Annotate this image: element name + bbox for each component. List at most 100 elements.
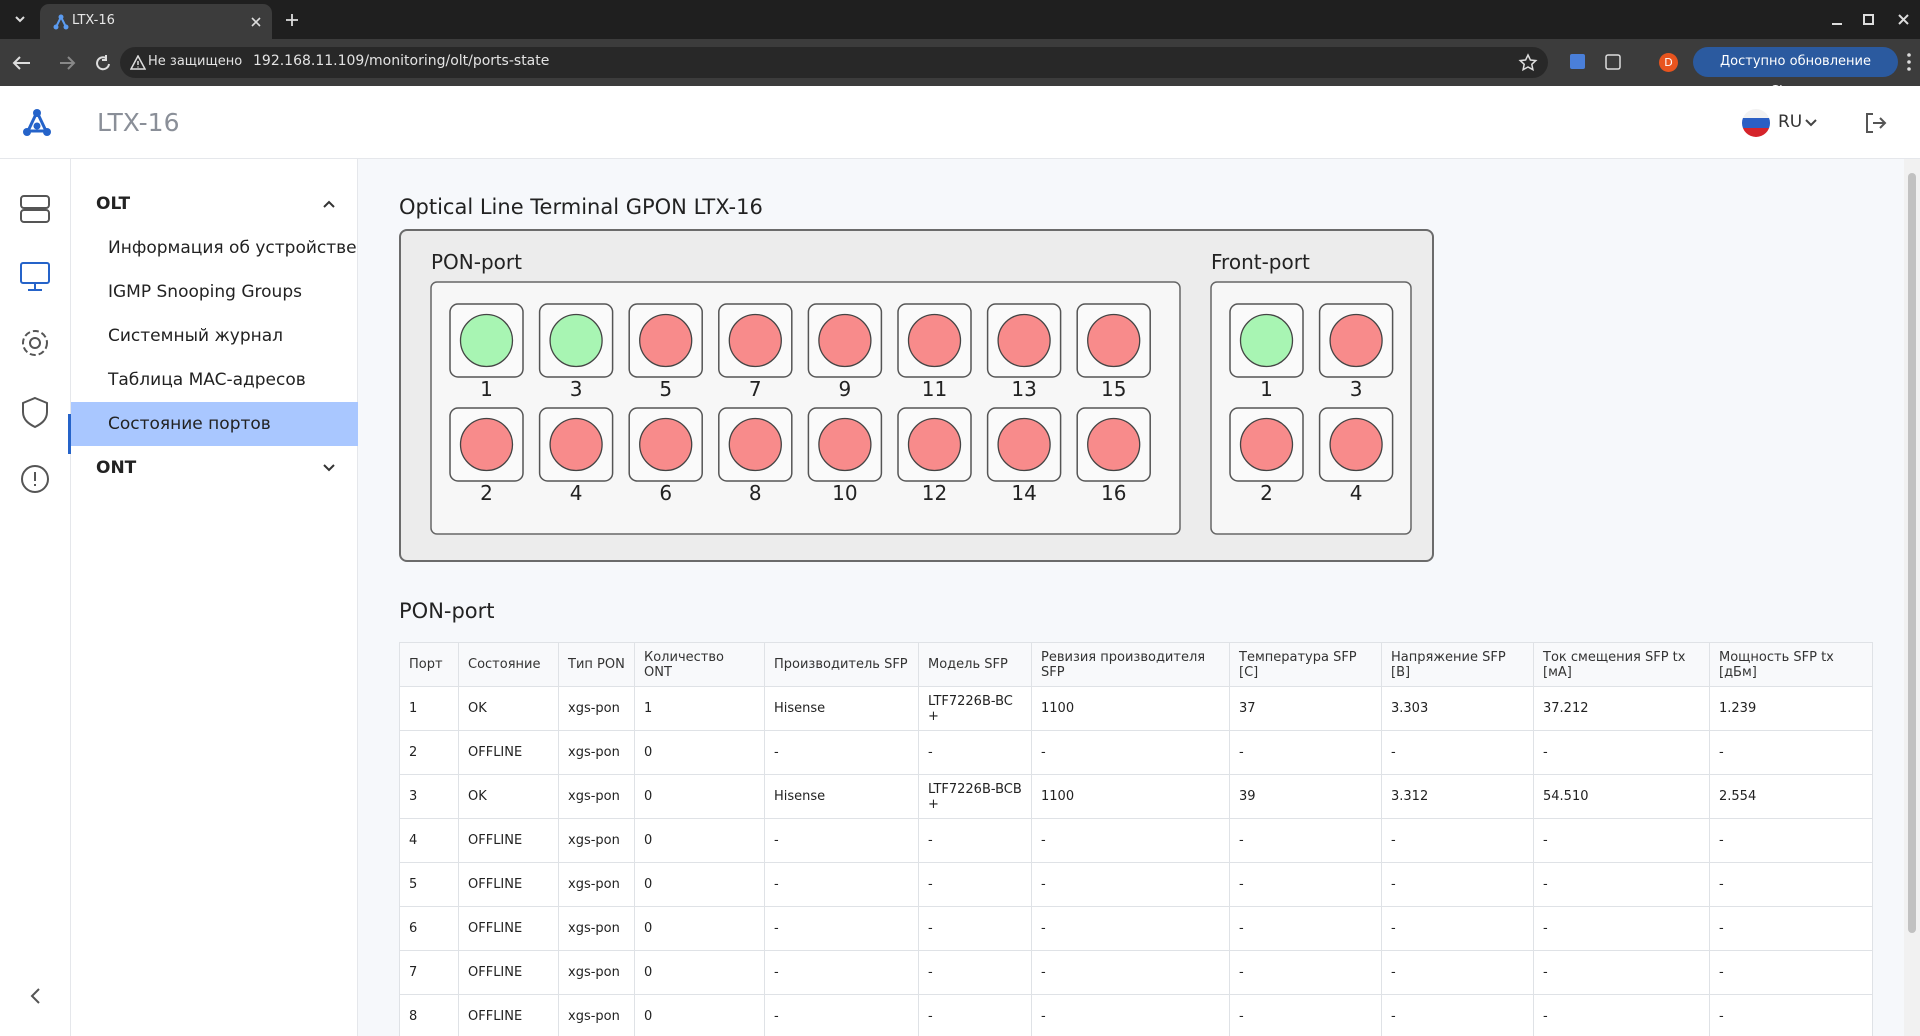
port-number: 2 — [480, 481, 493, 505]
group-caret[interactable] — [321, 460, 337, 476]
menu-item[interactable]: IGMP Snooping Groups — [108, 282, 302, 302]
table-cell: xgs-pon — [558, 994, 635, 1036]
nav-buttons[interactable] — [10, 52, 120, 74]
new-tab[interactable] — [283, 11, 301, 29]
tab[interactable]: LTX-16 — [40, 4, 272, 39]
table-row: 2 OFFLINE xgs-pon 0- - - - - - - — [399, 730, 1873, 775]
port-number: 10 — [832, 481, 857, 505]
table-cell: xgs-pon — [558, 950, 635, 995]
bookmark-star[interactable] — [1518, 53, 1538, 73]
table-cell: - — [1709, 730, 1873, 775]
url: 192.168.11.109/monitoring/olt/ports-stat… — [253, 53, 550, 69]
port-led — [549, 417, 603, 472]
port-led — [459, 313, 514, 368]
port-led — [1329, 417, 1383, 472]
menu-item[interactable]: Системный журнал — [108, 326, 284, 346]
table-cell: xgs-pon — [558, 862, 635, 907]
collapse[interactable] — [26, 986, 46, 1006]
port-led — [907, 313, 962, 368]
table-cell: 3.303 — [1381, 686, 1534, 731]
table-cell: - — [1031, 730, 1230, 775]
table-cell: - — [764, 950, 919, 995]
extensions[interactable] — [1568, 51, 1658, 73]
port-number: 4 — [570, 481, 583, 505]
table-cell: - — [1533, 730, 1710, 775]
port-number: 6 — [659, 481, 672, 505]
table-cell: - — [764, 730, 919, 775]
table-cell: - — [764, 994, 919, 1036]
port-led — [997, 417, 1051, 472]
table-row: 1 OK xgs-pon 1 Hisense LTF7226B-BC+ 1100 37 3.30… — [399, 686, 1873, 731]
port-group-label: PON-port — [431, 250, 522, 274]
group-caret[interactable] — [321, 196, 337, 212]
table-cell: 1.239 — [1709, 686, 1873, 731]
port-number: 2 — [1260, 481, 1273, 505]
table-cell: - — [1031, 862, 1230, 907]
scroll-thumb[interactable] — [1908, 173, 1916, 933]
port-led — [728, 417, 782, 472]
table-cell: 3.312 — [1381, 774, 1534, 819]
tab-close[interactable] — [248, 14, 264, 30]
port-led — [1239, 313, 1294, 368]
table-cell: OFFLINE — [458, 862, 559, 907]
logo[interactable] — [20, 106, 54, 140]
table-cell: - — [1229, 818, 1382, 863]
table-cell: - — [918, 994, 1032, 1036]
update-button[interactable]: Доступно обновление Chrome — [1693, 47, 1898, 99]
table-row: 3 OK xgs-pon 0 Hisense LTF7226B-BCB+ 1100 39 3.3… — [399, 774, 1873, 819]
port-number: 13 — [1011, 377, 1036, 401]
table-cell: 1 — [399, 686, 459, 731]
menu-item[interactable]: Информация об устройстве — [108, 238, 357, 258]
browser-menu[interactable] — [1902, 51, 1916, 73]
port-led — [459, 417, 514, 472]
port-led — [818, 313, 872, 368]
table-cell: LTF7226B-BC+ — [918, 686, 1032, 731]
port-led — [818, 417, 872, 472]
table-cell: Hisense — [764, 774, 919, 819]
port-led — [1329, 313, 1383, 368]
port-led — [639, 313, 693, 368]
table-cell: 0 — [634, 818, 765, 863]
profile[interactable]: D — [1659, 53, 1678, 72]
menu-item[interactable]: Состояние портов — [71, 402, 358, 446]
table-cell: - — [918, 730, 1032, 775]
port-number: 15 — [1101, 377, 1126, 401]
url-field[interactable]: Не защищено 192.168.11.109/monitoring/ol… — [120, 47, 1548, 78]
port-number: 16 — [1101, 481, 1126, 505]
menu-group[interactable]: ONT — [96, 458, 137, 478]
port-led — [639, 417, 693, 472]
menu-item[interactable]: Таблица MAC-адресов — [108, 370, 306, 390]
language-caret[interactable] — [1804, 116, 1818, 130]
table-row: 7 OFFLINE xgs-pon 0- - - - - - - — [399, 950, 1873, 995]
table-cell: - — [1709, 862, 1873, 907]
column-header: Порт — [399, 642, 459, 687]
rail-icons[interactable] — [18, 192, 54, 522]
table-cell: - — [764, 862, 919, 907]
table-cell: 6 — [399, 906, 459, 951]
table-row: 5 OFFLINE xgs-pon 0- - - - - - - — [399, 862, 1873, 907]
port-number: 3 — [570, 377, 583, 401]
table-cell: 2 — [399, 730, 459, 775]
table-cell: - — [918, 950, 1032, 995]
table-cell: 37.212 — [1533, 686, 1710, 731]
table-cell: - — [1381, 818, 1534, 863]
table-cell: OFFLINE — [458, 950, 559, 995]
language[interactable]: RU — [1778, 112, 1803, 132]
tab-menu[interactable] — [10, 9, 30, 29]
logout[interactable] — [1863, 111, 1887, 135]
menu-group[interactable]: OLT — [96, 194, 131, 214]
port-led — [549, 313, 603, 368]
table-cell: xgs-pon — [558, 906, 635, 951]
table-cell: OK — [458, 686, 559, 731]
window-controls[interactable] — [1826, 10, 1920, 30]
column-header: Тип PON — [558, 642, 635, 687]
main: Optical Line Terminal GPON LTX-16 PON-po… — [358, 159, 1904, 1036]
table-cell: xgs-pon — [558, 774, 635, 819]
port-number: 12 — [922, 481, 947, 505]
active-indicator — [68, 414, 71, 454]
table-cell: - — [1381, 950, 1534, 995]
column-header: Производитель SFP — [764, 642, 919, 687]
table-cell: 7 — [399, 950, 459, 995]
table-cell: 3 — [399, 774, 459, 819]
table-cell: - — [1533, 994, 1710, 1036]
